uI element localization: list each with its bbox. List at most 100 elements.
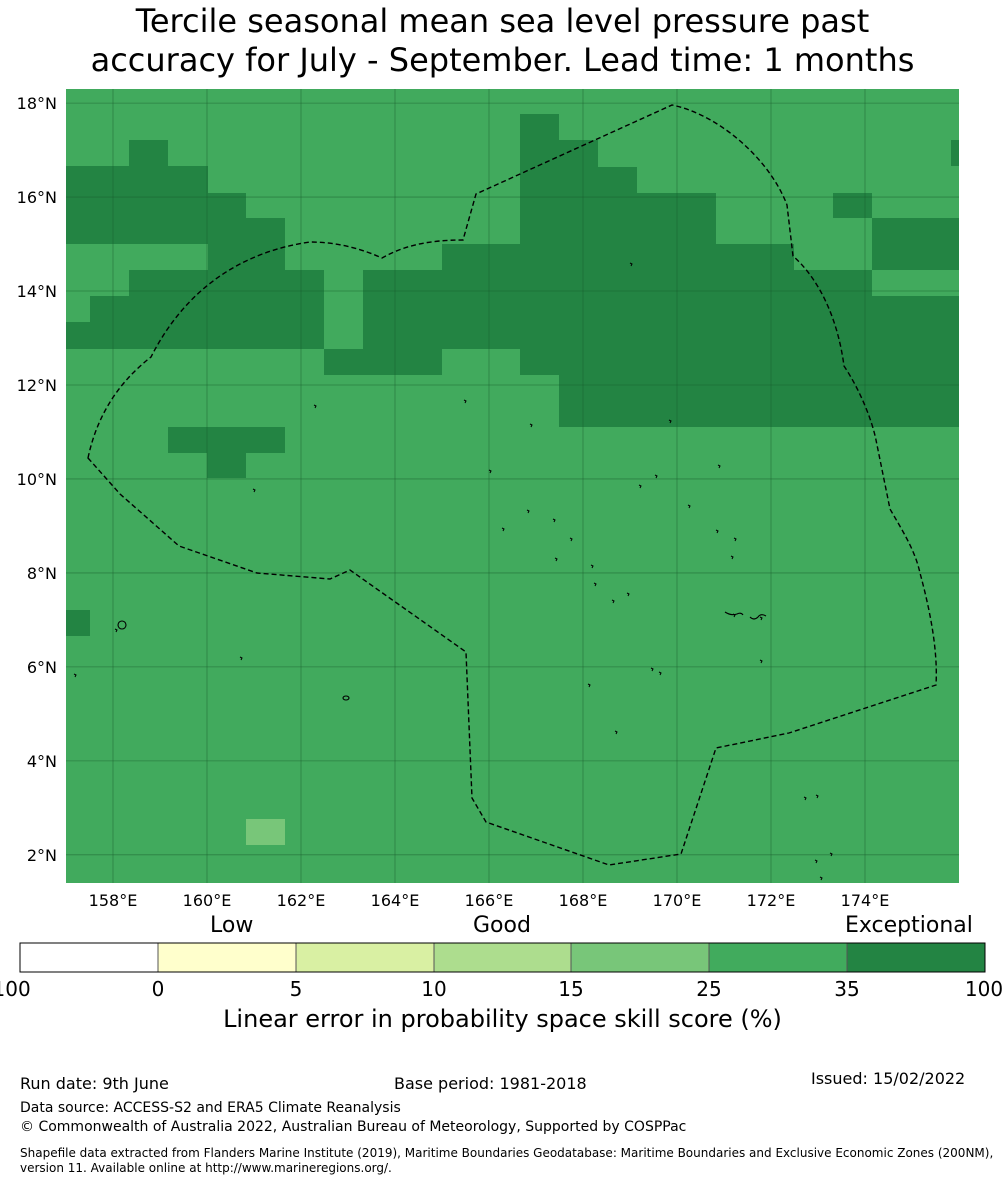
island-outline [717, 464, 721, 469]
island-outline [611, 599, 615, 604]
colorbar-tick-label: 35 [834, 977, 860, 1001]
lat-tick-label: 10°N [17, 470, 57, 489]
skill-cell-exceptional [66, 166, 208, 193]
lat-tick-label: 12°N [17, 376, 57, 395]
title-line-2: accuracy for July - September. Lead time… [90, 41, 915, 79]
eez-boundary [87, 104, 938, 866]
lat-tick-label: 14°N [17, 282, 57, 301]
island-outline [715, 529, 719, 534]
island-outline [650, 667, 654, 672]
lon-tick-label: 174°E [841, 891, 890, 910]
skill-cell-exceptional [442, 244, 794, 270]
colorbar-swatch [295, 942, 435, 973]
skill-cell-light [246, 819, 285, 845]
colorbar [19, 942, 986, 973]
colorbar-swatch [570, 942, 710, 973]
island-outline [614, 730, 618, 735]
colorbar-tick-label: -100 [0, 977, 31, 1001]
colorbar-swatch [433, 942, 572, 973]
copyright: © Commonwealth of Australia 2022, Austra… [20, 1119, 687, 1135]
skill-cell-exceptional [559, 401, 959, 427]
base-period: Base period: 1981-2018 [394, 1074, 587, 1093]
lat-tick-label: 8°N [27, 564, 57, 583]
lat-tick-label: 4°N [27, 752, 57, 771]
lon-tick-label: 160°E [183, 891, 232, 910]
skill-cell-exceptional [208, 244, 285, 270]
lat-tick-label: 2°N [27, 846, 57, 865]
island-outline [73, 673, 77, 678]
lon-tick-label: 170°E [653, 891, 702, 910]
island-outline [829, 852, 833, 857]
map-area [66, 89, 959, 883]
island-outline [814, 859, 818, 864]
island-outline [463, 399, 467, 404]
lon-tick-label: 172°E [747, 891, 796, 910]
skill-cell-exceptional [363, 270, 872, 296]
colorbar-tick-label: 5 [289, 977, 303, 1001]
issued-date: Issued: 15/02/2022 [811, 1069, 966, 1088]
skill-cell-exceptional [520, 218, 716, 244]
colorbar-tick-label: 10 [421, 977, 447, 1001]
data-source: Data source: ACCESS-S2 and ERA5 Climate … [20, 1100, 401, 1116]
skill-cell-exceptional [129, 270, 324, 296]
skill-cell-exceptional [363, 296, 959, 322]
colorbar-frame [19, 942, 986, 973]
colorbar-swatch [157, 942, 297, 973]
skill-cell-exceptional [559, 375, 959, 401]
island-outline [626, 592, 630, 597]
colorbar-label-exceptional: Exceptional [845, 913, 973, 938]
island-outline [569, 537, 573, 542]
island-outline [114, 628, 118, 633]
island-outline [252, 488, 256, 493]
island-outline [554, 557, 558, 562]
shapefile-credit-line-1: Shapefile data extracted from Flanders M… [20, 1146, 994, 1160]
colorbar-swatch [19, 942, 159, 973]
skill-cell-exceptional [168, 427, 285, 453]
skill-cell-exceptional [520, 349, 959, 375]
colorbar-title: Linear error in probability space skill … [223, 1005, 782, 1033]
run-date: Run date: 9th June [20, 1074, 169, 1093]
island-outline [529, 423, 533, 428]
island-outline [654, 474, 658, 479]
skill-cell-exceptional [66, 610, 90, 636]
skill-cell-exceptional [520, 140, 598, 167]
island-outline [342, 695, 350, 701]
lon-tick-label: 162°E [277, 891, 326, 910]
colorbar-label-low: Low [210, 913, 254, 938]
skill-cell-exceptional [520, 114, 559, 140]
skill-cell-exceptional [324, 349, 442, 375]
island-outline [759, 616, 763, 621]
colorbar-tick-label: 15 [558, 977, 584, 1001]
skill-cell-exceptional [872, 244, 959, 270]
chart-title: Tercile seasonal mean sea level pressure… [0, 2, 1005, 80]
island-outline [587, 683, 591, 688]
island-outline [638, 484, 642, 489]
colorbar-tick-label: 25 [696, 977, 722, 1001]
lat-tick-label: 16°N [17, 188, 57, 207]
island-outline [552, 518, 556, 523]
lat-tick-label: 6°N [27, 658, 57, 677]
skill-cell-exceptional [66, 322, 324, 349]
island-outline [590, 564, 594, 569]
island-outline [629, 262, 633, 267]
skill-cell-exceptional [872, 218, 959, 244]
island-outline [687, 504, 691, 509]
island-outline [526, 509, 530, 514]
island-outline [488, 469, 492, 474]
lon-tick-label: 168°E [559, 891, 608, 910]
colorbar-label-good: Good [473, 913, 531, 938]
island-outline [724, 611, 767, 620]
island-outline [668, 419, 672, 424]
skill-cell-exceptional [207, 453, 246, 478]
shapefile-credit-line-2: version 11. Available online at http://w… [20, 1161, 392, 1175]
map-axes: 158°E 160°E 162°E 164°E 166°E 168°E 170°E 172°E… [17, 94, 890, 910]
island-outline [117, 620, 127, 630]
island-outline [815, 794, 819, 799]
lon-tick-label: 158°E [89, 891, 138, 910]
colorbar-tick-label: 0 [151, 977, 165, 1001]
skill-cell-exceptional [520, 167, 637, 193]
skill-cell-exceptional [129, 140, 168, 167]
skill-cell-exceptional [66, 218, 285, 244]
island-outline [730, 555, 734, 560]
